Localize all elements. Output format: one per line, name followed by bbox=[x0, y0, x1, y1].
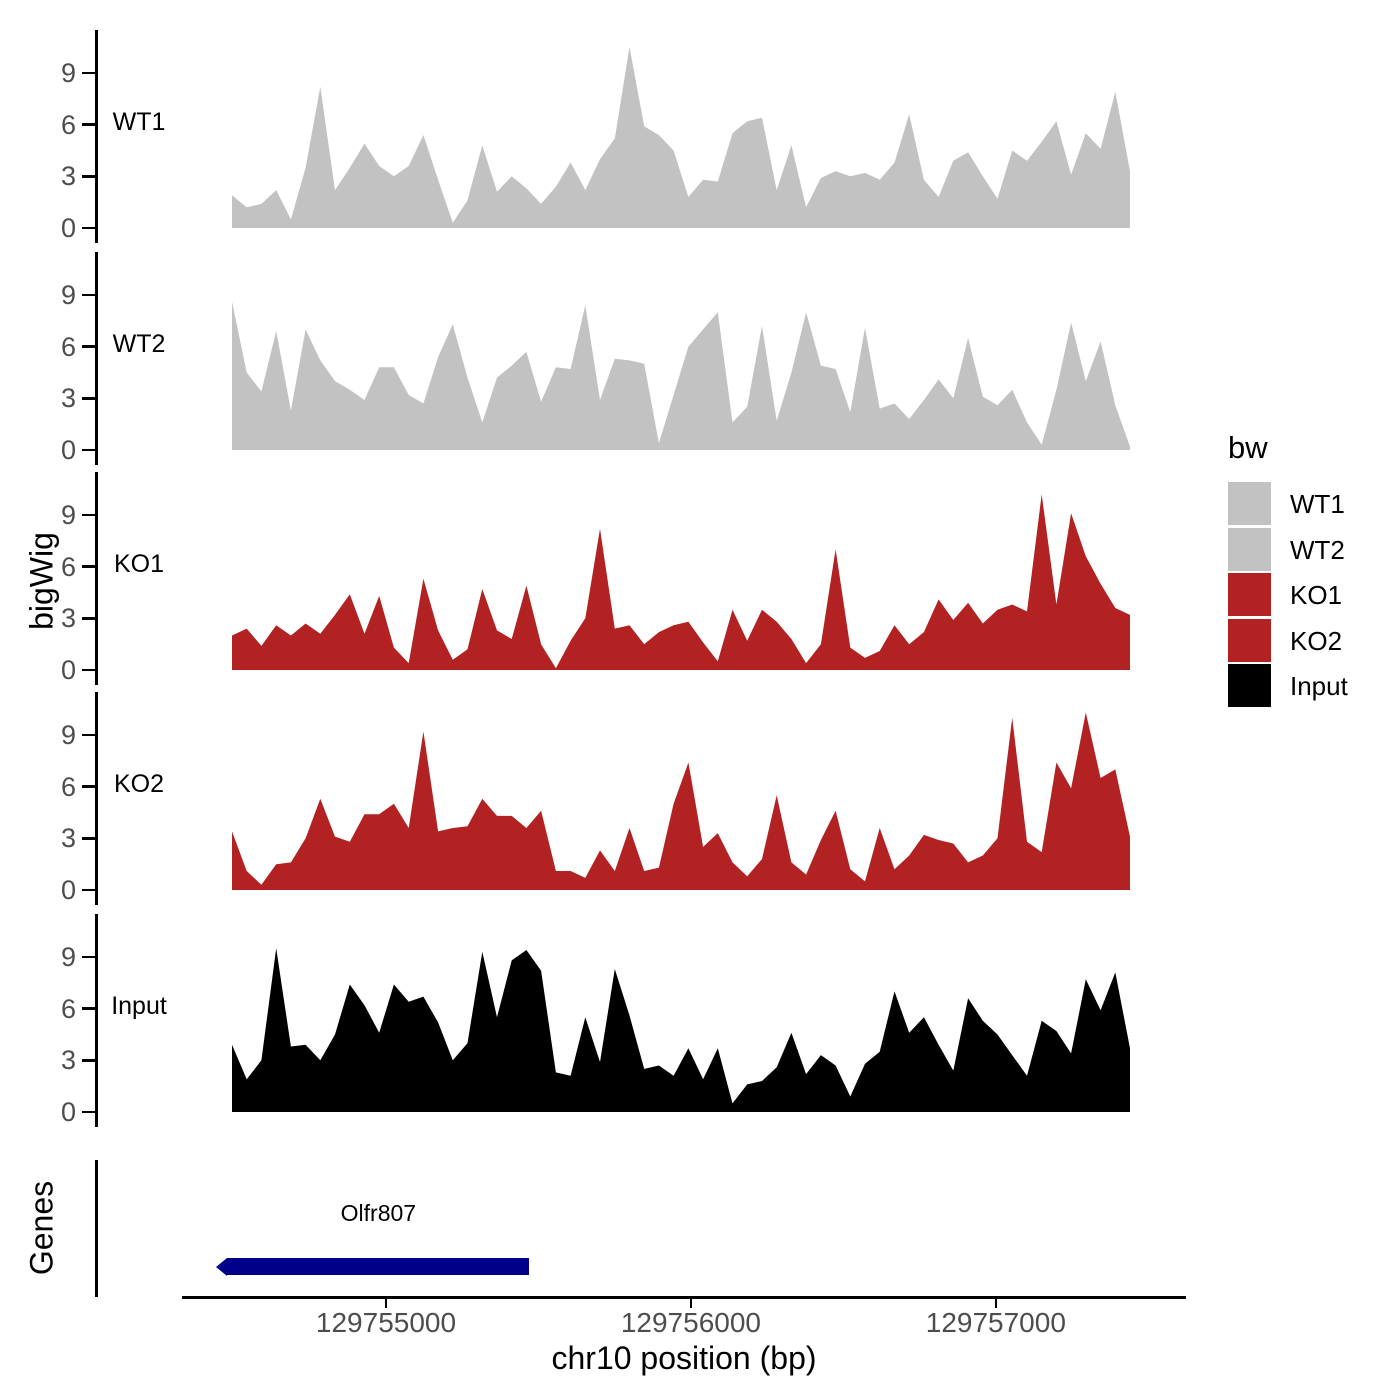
y-tick-input-3 bbox=[82, 1059, 95, 1062]
y-tick-ko2-0 bbox=[82, 888, 95, 892]
y-tick-label-wt1-3: 3 bbox=[60, 161, 76, 192]
y-tick-label-ko1-3: 3 bbox=[60, 603, 76, 634]
legend-key-wt2 bbox=[1228, 527, 1271, 571]
legend-entries: WT1 WT2 KO1 KO2 Input bbox=[1228, 482, 1348, 710]
gene-strand-arrow-olfr807 bbox=[216, 1257, 228, 1276]
legend-label-ko1: KO1 bbox=[1290, 580, 1343, 610]
track-label-ko1: KO1 bbox=[113, 550, 165, 578]
gene-bar-olfr807 bbox=[227, 1258, 530, 1275]
y-tick-ko1-3 bbox=[82, 617, 95, 620]
legend-entry-input: Input bbox=[1228, 664, 1348, 710]
y-tick-wt2-0 bbox=[82, 448, 95, 452]
y-tick-label-wt1-6: 6 bbox=[60, 109, 76, 140]
y-tick-label-ko2-3: 3 bbox=[60, 823, 76, 854]
y-tick-label-wt1-0: 0 bbox=[60, 213, 76, 243]
x-axis-title: chr10 position (bp) bbox=[551, 1340, 817, 1376]
legend-key-wt1 bbox=[1228, 482, 1271, 525]
y-axis-line-wt2 bbox=[95, 252, 98, 465]
x-tick-129755000 bbox=[384, 1298, 388, 1308]
y-tick-ko2-6 bbox=[82, 785, 95, 788]
y-tick-ko1-9 bbox=[82, 513, 95, 517]
legend-label-wt1: WT1 bbox=[1290, 489, 1345, 519]
y-tick-input-6 bbox=[82, 1007, 95, 1010]
legend-entry-ko2: KO2 bbox=[1228, 618, 1342, 665]
track-area-wt1 bbox=[232, 47, 1130, 228]
y-tick-ko1-0 bbox=[82, 668, 95, 672]
y-tick-label-wt2-6: 6 bbox=[60, 331, 76, 362]
y-tick-label-ko2-0: 0 bbox=[60, 875, 76, 905]
legend-entry-wt2: WT2 bbox=[1228, 527, 1345, 574]
legend-key-ko1 bbox=[1228, 573, 1271, 616]
legend-entry-ko1: KO1 bbox=[1228, 573, 1342, 619]
y-tick-label-input-9: 9 bbox=[60, 941, 76, 972]
y-tick-label-wt2-9: 9 bbox=[60, 279, 76, 310]
track-area-ko1 bbox=[232, 494, 1130, 670]
y-tick-label-input-6: 6 bbox=[60, 993, 76, 1024]
x-axis-line bbox=[182, 1296, 1186, 1299]
legend-entry-wt1: WT1 bbox=[1228, 482, 1345, 528]
track-label-wt2: WT2 bbox=[112, 330, 166, 358]
y-tick-ko2-9 bbox=[82, 733, 95, 737]
y-axis-line-wt1 bbox=[95, 30, 98, 243]
y-axis-title-genes: Genes bbox=[23, 1180, 60, 1276]
legend: bw WT1 WT2 KO1 KO2 Input bbox=[1228, 430, 1348, 710]
gene-name-olfr807: Olfr807 bbox=[340, 1200, 417, 1226]
y-tick-label-input-3: 3 bbox=[60, 1045, 76, 1076]
x-tick-129757000 bbox=[994, 1298, 998, 1308]
coverage-polygon-input bbox=[232, 948, 1130, 1112]
y-tick-wt2-3 bbox=[82, 397, 95, 400]
y-axis-line-input bbox=[95, 914, 98, 1127]
y-tick-input-9 bbox=[82, 955, 95, 959]
x-tick-label-129757000: 129757000 bbox=[925, 1307, 1066, 1338]
track-label-input: Input bbox=[111, 992, 167, 1020]
track-area-input bbox=[232, 948, 1130, 1112]
y-tick-label-wt2-0: 0 bbox=[60, 435, 76, 465]
x-tick-129756000 bbox=[689, 1298, 693, 1308]
y-tick-label-ko1-6: 6 bbox=[60, 551, 76, 582]
legend-key-input bbox=[1228, 664, 1271, 707]
y-axis-line-ko2 bbox=[95, 692, 98, 905]
x-tick-label-129755000: 129755000 bbox=[315, 1307, 457, 1338]
track-label-wt1: WT1 bbox=[112, 108, 166, 136]
genes-y-axis-line bbox=[95, 1160, 98, 1297]
y-tick-label-wt2-3: 3 bbox=[60, 383, 76, 414]
track-area-ko2 bbox=[232, 712, 1130, 890]
y-tick-label-ko1-9: 9 bbox=[60, 499, 76, 530]
coverage-polygon-ko1 bbox=[232, 494, 1130, 670]
y-tick-label-input-0: 0 bbox=[60, 1097, 76, 1127]
legend-label-wt2: WT2 bbox=[1290, 534, 1345, 565]
y-tick-label-ko1-0: 0 bbox=[60, 655, 76, 685]
track-area-wt2 bbox=[232, 301, 1130, 450]
y-axis-title-bigwig: bigWig bbox=[23, 532, 60, 630]
y-tick-wt2-6 bbox=[82, 345, 95, 348]
y-tick-ko1-6 bbox=[82, 565, 95, 568]
legend-key-ko2 bbox=[1228, 618, 1271, 662]
legend-label-ko2: KO2 bbox=[1290, 625, 1343, 656]
y-tick-label-ko2-6: 6 bbox=[60, 771, 76, 802]
y-tick-label-ko2-9: 9 bbox=[60, 719, 76, 750]
y-tick-input-0 bbox=[82, 1110, 95, 1114]
coverage-polygon-wt2 bbox=[232, 301, 1130, 450]
y-tick-wt1-3 bbox=[82, 175, 95, 178]
legend-title: bw bbox=[1228, 430, 1268, 465]
y-tick-wt1-0 bbox=[82, 226, 95, 230]
y-tick-label-wt1-9: 9 bbox=[60, 57, 76, 88]
legend-label-input: Input bbox=[1290, 671, 1348, 701]
x-tick-label-129756000: 129756000 bbox=[620, 1307, 761, 1338]
track-label-ko2: KO2 bbox=[113, 770, 165, 798]
y-tick-wt1-9 bbox=[82, 71, 95, 75]
y-axis-line-ko1 bbox=[95, 472, 98, 685]
y-tick-wt2-9 bbox=[82, 293, 95, 297]
y-tick-ko2-3 bbox=[82, 837, 95, 840]
coverage-polygon-wt1 bbox=[232, 47, 1130, 228]
y-tick-wt1-6 bbox=[82, 123, 95, 126]
coverage-polygon-ko2 bbox=[232, 712, 1130, 890]
